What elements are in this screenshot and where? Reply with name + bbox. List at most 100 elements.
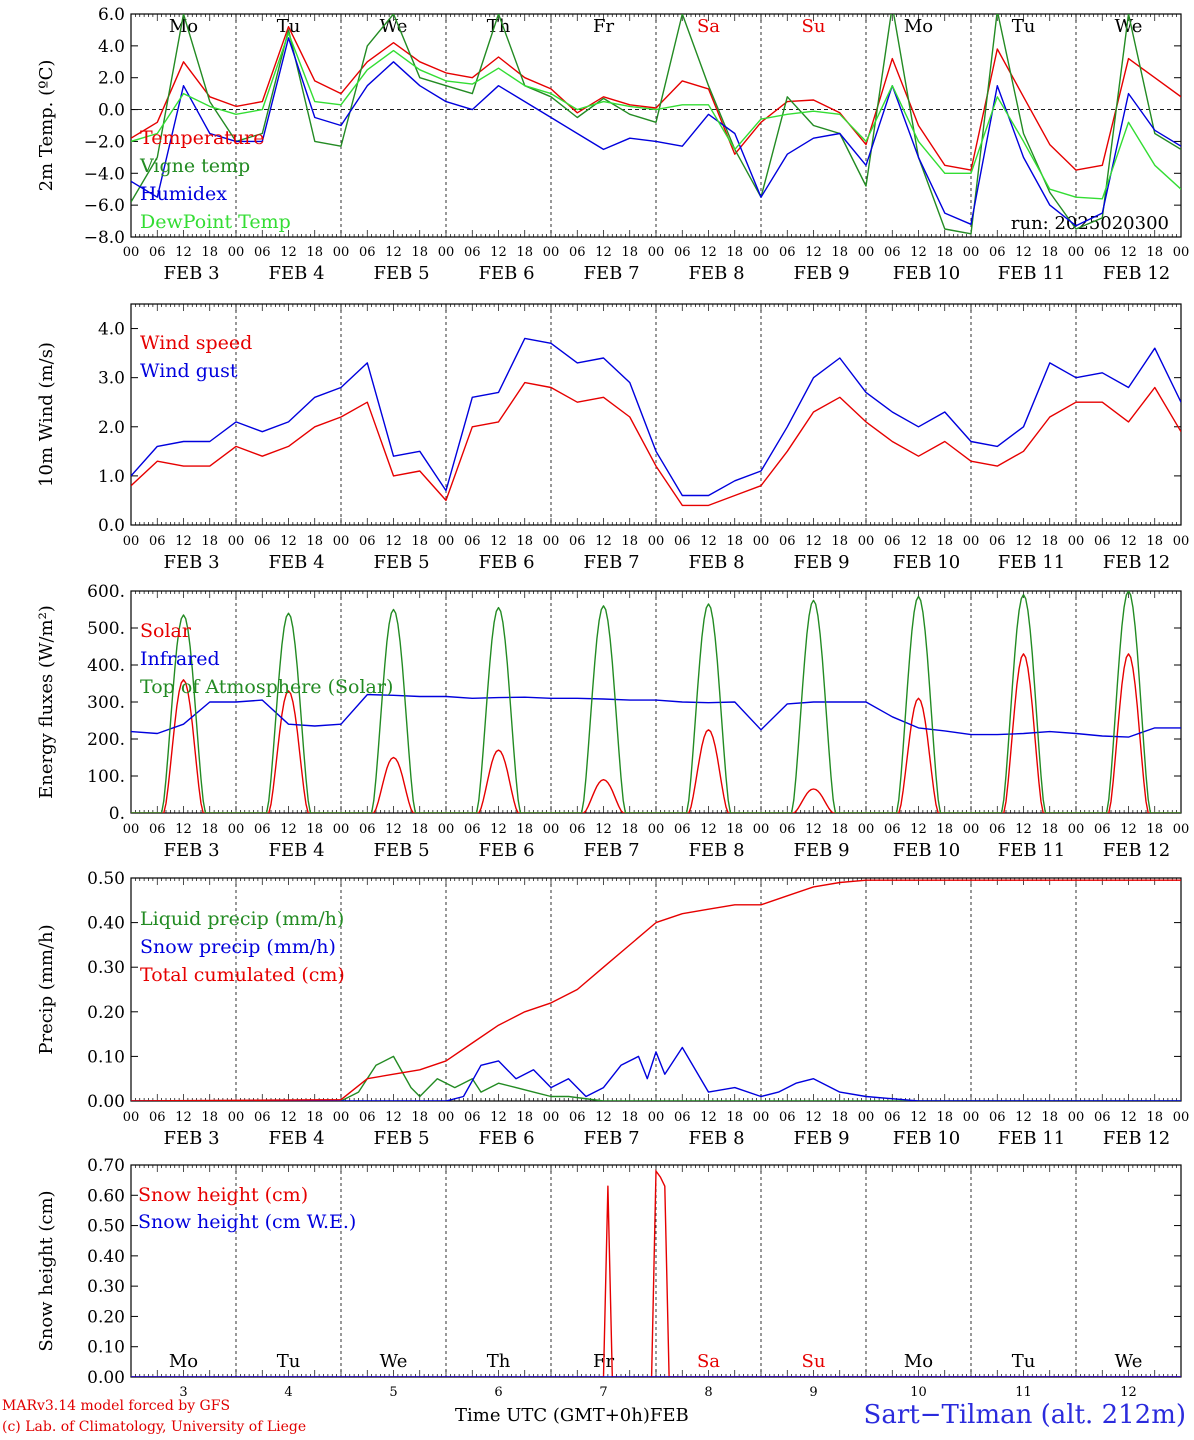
date-label: FEB 3	[163, 552, 219, 573]
weekday-label: Tu	[1012, 1351, 1036, 1372]
date-label: FEB 10	[893, 552, 960, 573]
hour-tick-label: 12	[1015, 1110, 1032, 1125]
date-label: FEB 11	[998, 263, 1065, 284]
xaxis-unit: FEB	[649, 1405, 689, 1426]
date-label: FEB 12	[1103, 1128, 1170, 1149]
hour-tick-label: 00	[228, 1110, 245, 1125]
hour-tick-label: 18	[411, 245, 428, 260]
day-number-label: 9	[809, 1385, 817, 1400]
weekday-label: We	[380, 1351, 408, 1372]
y-tick-label: 0.70	[87, 1156, 125, 1176]
legend-entry: DewPoint Temp	[140, 211, 291, 233]
hour-tick-label: 06	[779, 534, 796, 549]
legend-entry: Vigne temp	[139, 155, 250, 177]
hour-tick-label: 12	[490, 534, 507, 549]
hour-tick-label: 00	[123, 534, 140, 549]
hour-tick-label: 00	[1173, 534, 1190, 549]
hour-tick-label: 18	[1041, 534, 1058, 549]
hour-tick-label: 12	[280, 1110, 297, 1125]
hour-tick-label: 06	[1094, 534, 1111, 549]
hour-tick-label: 06	[884, 534, 901, 549]
date-label: FEB 10	[893, 263, 960, 284]
hour-tick-label: 00	[858, 534, 875, 549]
hour-tick-label: 06	[674, 534, 691, 549]
hour-tick-label: 06	[569, 534, 586, 549]
hour-tick-label: 12	[1120, 245, 1137, 260]
hour-tick-label: 06	[989, 822, 1006, 837]
hour-tick-label: 06	[779, 245, 796, 260]
hour-tick-label: 06	[569, 245, 586, 260]
panel-2: 0.0 1.0 2.0 3.0 4.0 10m Wind (m/s) 00 06 12 18 00 0…	[36, 303, 1190, 573]
hour-tick-label: 00	[438, 1110, 455, 1125]
series-line-snow-height-cm--b	[650, 1169, 1181, 1377]
hour-tick-label: 06	[464, 534, 481, 549]
hour-tick-label: 06	[359, 534, 376, 549]
series-line-total-cumulated-cm-	[131, 879, 1181, 1101]
panel-4: 0.00 0.10 0.20 0.30 0.40 0.50 Precip (mm/h) 00 0…	[36, 869, 1189, 1149]
hour-tick-label: 12	[595, 534, 612, 549]
hour-tick-label: 06	[674, 245, 691, 260]
hour-tick-label: 12	[385, 822, 402, 837]
weekday-label: Su	[802, 16, 826, 37]
hour-tick-label: 18	[936, 822, 953, 837]
date-label: FEB 11	[998, 552, 1065, 573]
hour-tick-label: 00	[228, 822, 245, 837]
hour-tick-label: 00	[123, 245, 140, 260]
hour-tick-label: 18	[306, 534, 323, 549]
hour-tick-label: 06	[884, 1110, 901, 1125]
hour-tick-label: 12	[280, 245, 297, 260]
series-line-temperature	[131, 26, 1181, 171]
hour-tick-label: 00	[858, 822, 875, 837]
y-tick-label: 300.	[87, 693, 125, 713]
date-label: FEB 12	[1103, 263, 1170, 284]
hour-tick-label: 18	[201, 822, 218, 837]
hour-tick-label: 00	[963, 1110, 980, 1125]
hour-tick-label: 00	[333, 534, 350, 549]
weekday-label: Mo	[169, 16, 198, 37]
y-tick-label: 500.	[87, 619, 125, 639]
series-line-solar	[131, 653, 1181, 813]
hour-tick-label: 18	[1146, 534, 1163, 549]
hour-tick-label: 18	[201, 534, 218, 549]
date-label: FEB 8	[688, 840, 744, 861]
legend-entry: Snow height (cm W.E.)	[138, 1211, 356, 1233]
weekday-label: Mo	[904, 16, 933, 37]
hour-tick-label: 06	[254, 534, 271, 549]
weekday-label: Th	[487, 16, 511, 37]
date-label: FEB 10	[893, 840, 960, 861]
y-tick-label: 0.00	[87, 1368, 125, 1388]
hour-tick-label: 06	[1094, 822, 1111, 837]
hour-tick-label: 18	[831, 534, 848, 549]
hour-tick-label: 18	[936, 534, 953, 549]
hour-tick-label: 06	[884, 245, 901, 260]
hour-tick-label: 12	[910, 822, 927, 837]
date-label: FEB 3	[163, 263, 219, 284]
y-tick-label: 400.	[87, 656, 125, 676]
hour-tick-label: 00	[1068, 822, 1085, 837]
hour-tick-label: 12	[700, 534, 717, 549]
day-number-label: 7	[599, 1385, 607, 1400]
y-tick-label: 600.	[87, 582, 125, 602]
date-label: FEB 11	[998, 840, 1065, 861]
legend-entry: Solar	[140, 620, 192, 642]
date-label: FEB 10	[893, 1128, 960, 1149]
day-number-label: 10	[910, 1385, 927, 1400]
hour-tick-label: 06	[359, 245, 376, 260]
hour-tick-label: 12	[490, 1110, 507, 1125]
hour-tick-label: 00	[753, 534, 770, 549]
date-label: FEB 8	[688, 263, 744, 284]
hour-tick-label: 12	[805, 1110, 822, 1125]
legend-entry: Wind gust	[140, 360, 238, 382]
hour-tick-label: 06	[569, 822, 586, 837]
hour-tick-label: 18	[411, 1110, 428, 1125]
hour-tick-label: 00	[543, 1110, 560, 1125]
hour-tick-label: 12	[805, 534, 822, 549]
hour-tick-label: 18	[831, 1110, 848, 1125]
hour-tick-label: 00	[543, 534, 560, 549]
hour-tick-label: 12	[490, 245, 507, 260]
weekday-label: Sa	[697, 1351, 720, 1372]
series-line-infrared	[131, 693, 1181, 738]
day-number-label: 4	[284, 1385, 292, 1400]
weekday-label: Su	[802, 1351, 826, 1372]
hour-tick-label: 06	[254, 1110, 271, 1125]
